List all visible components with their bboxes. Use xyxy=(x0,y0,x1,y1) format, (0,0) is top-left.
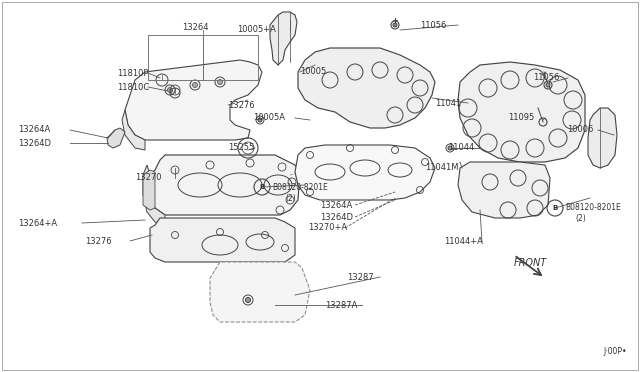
Text: B08120-8201E: B08120-8201E xyxy=(272,183,328,192)
Circle shape xyxy=(168,87,173,93)
Text: 10005+A: 10005+A xyxy=(237,26,276,35)
Polygon shape xyxy=(458,62,585,162)
Polygon shape xyxy=(150,218,295,262)
Text: 13264A: 13264A xyxy=(320,201,352,209)
Text: 10006: 10006 xyxy=(567,125,593,135)
Circle shape xyxy=(546,83,550,87)
Text: B: B xyxy=(552,205,557,211)
Bar xyxy=(148,35,258,80)
Text: B: B xyxy=(259,184,264,190)
Text: 11056: 11056 xyxy=(420,20,446,29)
Text: 13264D: 13264D xyxy=(320,212,353,221)
Text: 13287: 13287 xyxy=(347,273,374,282)
Text: 15255: 15255 xyxy=(228,144,254,153)
Text: 11056: 11056 xyxy=(533,74,559,83)
Circle shape xyxy=(448,146,452,150)
Text: 13264A: 13264A xyxy=(18,125,51,135)
Polygon shape xyxy=(458,162,550,218)
Text: 13270+A: 13270+A xyxy=(308,224,347,232)
Text: 11810C: 11810C xyxy=(117,83,149,92)
Text: J·00P•: J·00P• xyxy=(603,347,627,356)
Text: 13276: 13276 xyxy=(85,237,111,246)
Polygon shape xyxy=(295,145,435,200)
Polygon shape xyxy=(210,262,310,322)
Text: 13276: 13276 xyxy=(228,100,255,109)
Text: 13270: 13270 xyxy=(135,173,161,183)
Polygon shape xyxy=(143,170,155,210)
Text: (2): (2) xyxy=(575,215,586,224)
Text: 13264+A: 13264+A xyxy=(18,218,57,228)
Polygon shape xyxy=(107,128,125,148)
Circle shape xyxy=(246,298,250,302)
Text: 13264D: 13264D xyxy=(18,138,51,148)
Circle shape xyxy=(393,23,397,27)
Text: 11041M: 11041M xyxy=(425,164,458,173)
Polygon shape xyxy=(298,48,435,128)
Polygon shape xyxy=(588,108,617,168)
Text: 11044+A: 11044+A xyxy=(444,237,483,247)
Polygon shape xyxy=(125,60,262,140)
Text: 13264: 13264 xyxy=(182,23,208,32)
Polygon shape xyxy=(150,155,300,215)
Text: FRONT: FRONT xyxy=(514,258,547,268)
Circle shape xyxy=(218,80,223,84)
Text: (2): (2) xyxy=(285,193,296,202)
Text: 11041: 11041 xyxy=(435,99,461,108)
Text: 13287A: 13287A xyxy=(325,301,357,310)
Text: 10005: 10005 xyxy=(300,67,326,77)
Text: 11810P: 11810P xyxy=(117,68,148,77)
Text: B08120-8201E: B08120-8201E xyxy=(565,203,621,212)
Polygon shape xyxy=(143,165,165,225)
Text: 10005A: 10005A xyxy=(253,113,285,122)
Text: 11095: 11095 xyxy=(508,113,534,122)
Polygon shape xyxy=(270,12,297,65)
Text: 11044: 11044 xyxy=(448,144,474,153)
Polygon shape xyxy=(122,110,145,150)
Circle shape xyxy=(258,118,262,122)
Circle shape xyxy=(193,83,198,87)
